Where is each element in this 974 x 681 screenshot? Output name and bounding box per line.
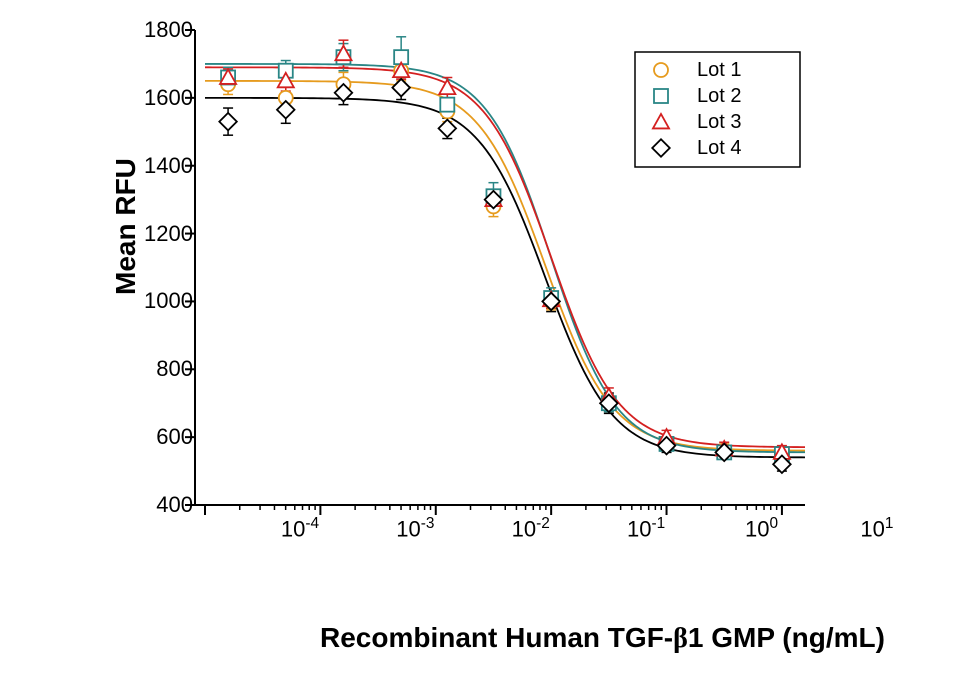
x-tick-label: 10-4 xyxy=(281,515,319,542)
y-tick-label: 1600 xyxy=(144,85,193,111)
legend-label: Lot 4 xyxy=(697,137,741,159)
plot-svg: Lot 1 Lot 2 Lot 3 Lot 4 xyxy=(195,30,815,520)
y-tick-label: 400 xyxy=(156,492,193,518)
x-axis-label: Recombinant Human TGF-β1 GMP (ng/mL) xyxy=(320,622,885,655)
x-tick-label: 10-1 xyxy=(627,515,665,542)
x-tick-label: 10-3 xyxy=(396,515,434,542)
plot-area: Lot 1Lot 2Lot 3Lot 4 4006008001000120014… xyxy=(195,30,815,525)
y-tick-label: 1800 xyxy=(144,17,193,43)
y-axis-label: Mean RFU xyxy=(110,158,142,295)
legend-label: Lot 2 xyxy=(697,85,741,107)
legend-label: Lot 3 xyxy=(697,111,741,133)
x-tick-label: 100 xyxy=(745,515,778,542)
legend-label: Lot 1 xyxy=(697,59,741,81)
y-tick-label: 600 xyxy=(156,424,193,450)
y-tick-label: 1400 xyxy=(144,153,193,179)
chart-container: Mean RFU Recombinant Human TGF-β1 GMP (n… xyxy=(100,30,820,670)
x-tick-label: 10-2 xyxy=(512,515,550,542)
y-tick-label: 1000 xyxy=(144,288,193,314)
x-tick-label: 101 xyxy=(860,515,893,542)
y-tick-label: 1200 xyxy=(144,221,193,247)
y-tick-label: 800 xyxy=(156,356,193,382)
